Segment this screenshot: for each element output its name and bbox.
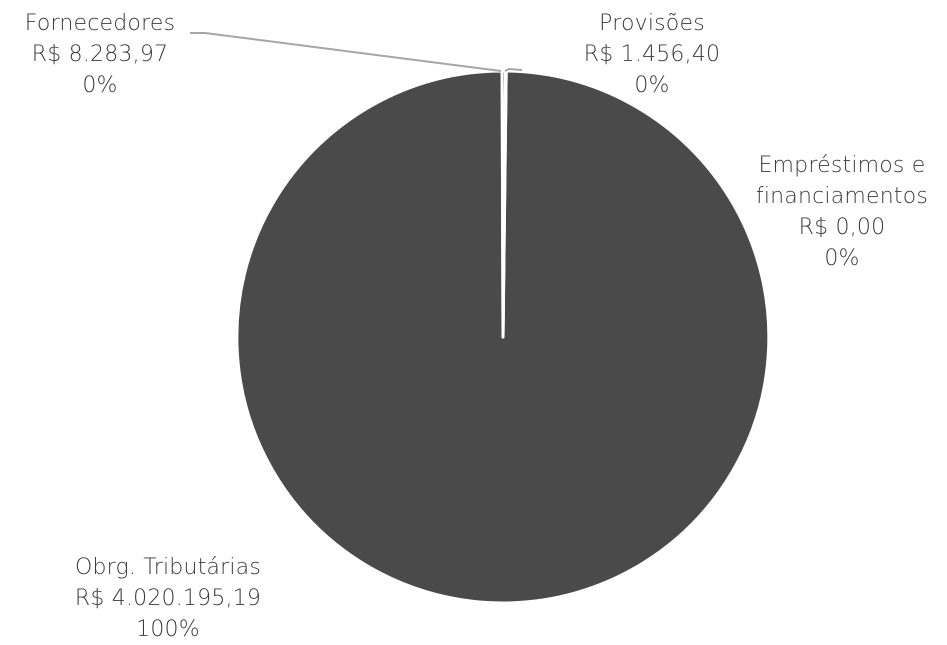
slice-value: R$ 8.283,97 [31,42,169,67]
slice-percent: 0% [824,246,860,271]
slice-percent: 0% [634,73,670,98]
data-label-fornecedores: Fornecedores R$ 8.283,97 0% [0,8,200,101]
data-label-emprestimos: Empréstimos e financiamentos R$ 0,00 0% [742,150,942,274]
slice-value: R$ 0,00 [798,215,886,240]
pie-slices [235,69,771,605]
leader-line-fornecedores [190,32,502,72]
leader-lines [190,32,523,72]
data-label-obrg-tributarias: Obrg. Tributárias R$ 4.020.195,19 100% [50,552,286,645]
slice-value: R$ 1.456,40 [583,42,721,67]
slice-name: Fornecedores [24,11,176,36]
slice-name: Empréstimos e financiamentos [755,153,929,209]
leader-line-provisoes [504,67,523,72]
slice-value: R$ 4.020.195,19 [74,586,262,611]
slice-percent: 0% [82,73,118,98]
data-label-provisoes: Provisões R$ 1.456,40 0% [552,8,752,101]
slice-name: Provisões [599,11,705,36]
slice-name: Obrg. Tributárias [74,555,261,580]
slice-percent: 100% [136,617,200,642]
